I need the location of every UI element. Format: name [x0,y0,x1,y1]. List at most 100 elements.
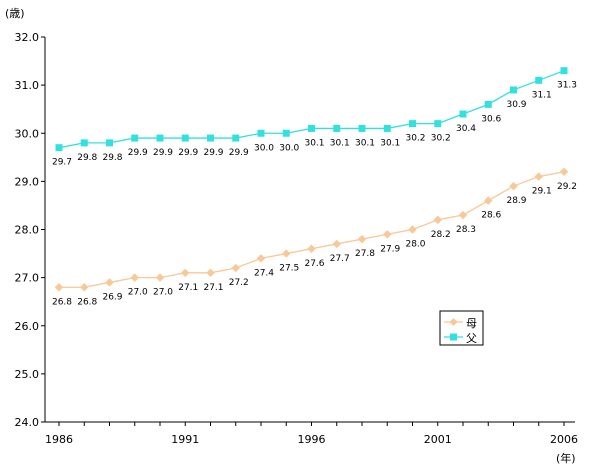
series-point-1 [106,139,113,147]
series-point-0 [130,273,139,282]
data-label: 30.1 [355,138,375,148]
series-point-0 [231,263,240,273]
x-tick-label: 2006 [550,433,578,446]
x-tick-label: 1991 [171,433,199,446]
data-label: 28.6 [481,211,501,221]
data-label: 30.0 [254,143,274,153]
data-label: 27.8 [355,249,375,259]
data-label: 30.1 [304,138,324,148]
data-label: 28.0 [405,240,425,250]
data-label: 30.4 [456,124,476,134]
series-point-0 [357,234,367,244]
series-point-0 [282,249,291,258]
series-point-0 [155,273,165,282]
series-point-1 [510,86,517,94]
legend-marker-1 [450,333,457,341]
data-label: 29.2 [557,182,577,192]
series-point-0 [256,254,266,263]
x-tick-label: 1996 [298,433,326,446]
series-point-1 [434,120,442,128]
data-label: 30.2 [431,134,451,144]
data-label: 29.8 [102,153,122,163]
series-point-1 [232,134,240,142]
y-tick-label: 32.0 [15,31,40,44]
data-label: 30.9 [506,100,526,110]
data-label: 26.8 [77,297,97,307]
series-point-0 [105,278,114,287]
series-point-0 [80,283,89,292]
data-label: 29.9 [153,148,173,158]
series-point-1 [207,134,214,142]
series-point-1 [560,67,568,75]
series-point-1 [383,124,391,132]
y-tick-label: 25.0 [15,368,40,381]
y-tick-label: 24.0 [15,416,40,429]
x-tick-label: 1986 [45,433,73,446]
data-label: 30.2 [405,134,425,144]
data-label: 29.9 [229,148,249,158]
data-label: 27.6 [304,259,324,269]
legend-box [439,310,484,346]
legend-marker-0 [449,318,458,326]
data-label: 29.9 [203,148,223,158]
data-label: 29.9 [178,148,198,158]
series-point-0 [509,181,518,191]
y-tick-label: 27.0 [15,272,40,285]
series-point-1 [257,129,265,137]
legend: 母父 [439,310,484,346]
series-point-0 [181,268,190,278]
series-point-1 [459,110,467,118]
series-point-0 [433,215,442,225]
data-label: 30.1 [380,138,400,148]
data-label: 27.2 [229,278,249,288]
y-tick-label: 31.0 [15,79,40,92]
series-point-1 [181,134,189,142]
data-label: 28.2 [431,230,451,240]
series-point-1 [80,139,88,147]
data-label: 27.1 [178,283,198,293]
data-label: 27.1 [203,283,223,293]
series-point-0 [206,268,215,278]
series-point-1 [156,134,164,142]
series-point-0 [383,230,392,239]
y-tick-label: 29.0 [15,175,40,188]
data-label: 29.1 [532,187,552,197]
x-tick-label: 2001 [424,433,452,446]
data-label: 31.1 [532,90,552,100]
series-point-0 [534,172,543,181]
data-label: 28.9 [506,196,526,206]
data-label: 28.3 [456,225,476,235]
legend-label: 母 [466,317,477,330]
data-label: 29.8 [77,153,97,163]
series-point-1 [484,100,492,108]
series-point-0 [559,167,569,176]
y-unit-label: (歳) [5,7,25,20]
series-point-1 [333,124,341,132]
data-label: 26.9 [102,292,122,302]
x-unit-label: (年) [556,451,576,465]
series-point-0 [307,244,316,253]
series-point-1 [55,144,63,152]
series-point-1 [535,76,543,84]
data-label: 27.9 [380,244,400,254]
data-label: 29.7 [52,158,72,168]
series-point-1 [358,124,366,132]
data-label: 30.6 [481,114,501,124]
series-point-1 [131,134,139,142]
y-tick-label: 28.0 [15,224,40,237]
plot-area: 24.0 25.0 26.0 27.0 28.0 29.0 30.0 31.0 32.0 1986… [15,31,579,446]
data-label: 30.0 [279,143,299,153]
series-point-1 [308,124,315,132]
data-label: 30.1 [330,138,350,148]
y-tick-label: 30.0 [15,127,40,140]
series-point-0 [332,239,341,249]
series-point-0 [54,283,64,292]
y-tick-label: 26.0 [15,320,40,333]
data-label: 26.8 [52,297,72,307]
data-label: 27.4 [254,268,274,278]
data-label: 29.9 [128,148,148,158]
data-label: 27.0 [128,288,148,298]
series-point-1 [409,120,416,128]
